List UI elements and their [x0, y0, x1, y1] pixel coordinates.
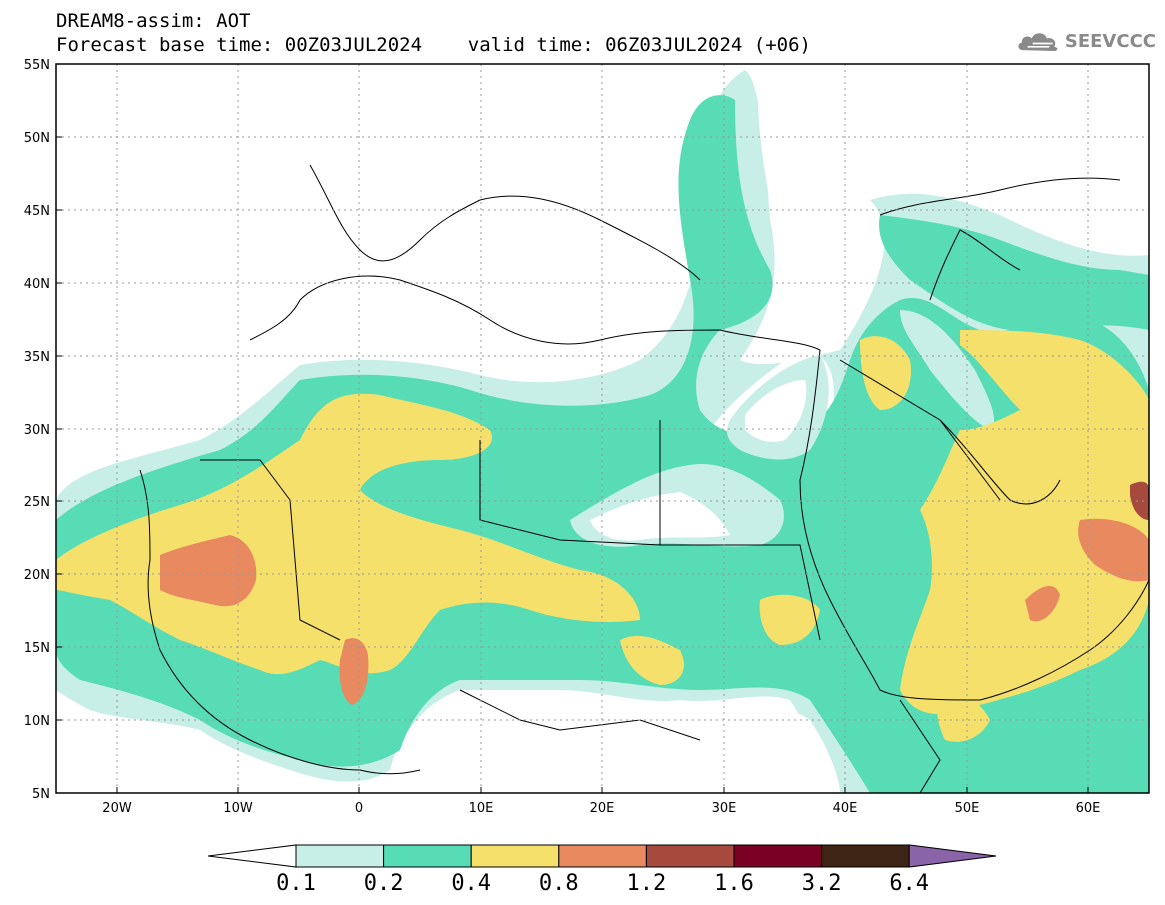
colorbar-label: 1.6 [714, 871, 754, 896]
lon-label: 20W [102, 801, 132, 816]
colorbar-label: 0.4 [451, 871, 491, 896]
colorbar-box [821, 844, 910, 868]
aot-level-0.8 [160, 518, 1149, 705]
lon-label: 50E [955, 801, 980, 816]
colorbar-box [470, 844, 560, 868]
colorbar-label: 0.1 [276, 871, 316, 896]
axis-ticks [56, 63, 1089, 794]
logo-text: SEEVCCC [1064, 30, 1156, 52]
lat-label: 20N [24, 568, 50, 583]
lon-label: 10E [469, 801, 494, 816]
lon-label: 20E [590, 801, 615, 816]
colorbar-box [733, 844, 823, 868]
lat-label: 5N [32, 787, 50, 802]
cloud-icon [1018, 33, 1058, 51]
colorbar-box [645, 844, 735, 868]
lat-labels: 55N 50N 45N 40N 35N 30N 25N 20N 15N 10N … [24, 58, 50, 802]
lon-label: 40E [833, 801, 858, 816]
forecast-time-subtitle: Forecast base time: 00Z03JUL2024 valid t… [56, 34, 811, 56]
colorbar-high-triangle [908, 844, 997, 868]
lon-label: 30E [712, 801, 737, 816]
colorbar-box [558, 844, 647, 868]
lon-labels: 20W 10W 0 10E 20E 30E 40E 50E 60E [102, 801, 1100, 816]
colorbar-box [295, 844, 385, 868]
lat-label: 55N [24, 58, 50, 73]
lat-label: 25N [24, 495, 50, 510]
lat-label: 50N [24, 131, 50, 146]
colorbar-low-triangle [207, 844, 297, 868]
lat-label: 15N [24, 641, 50, 656]
lon-label: 60E [1076, 801, 1101, 816]
lat-label: 40N [24, 277, 50, 292]
coastlines-borders [139, 164, 1149, 793]
seevccc-logo: SEEVCCC [1016, 24, 1156, 58]
lat-label: 45N [24, 204, 50, 219]
lat-label: 35N [24, 350, 50, 365]
colorbar-label: 3.2 [802, 871, 842, 896]
colorbar-box [383, 844, 472, 868]
colorbar-label: 0.2 [364, 871, 404, 896]
graticule [56, 64, 1149, 793]
aot-level-1.2 [1130, 481, 1149, 520]
chart-title: DREAM8-assim: AOT [56, 10, 251, 32]
colorbar-label: 0.8 [539, 871, 579, 896]
lon-label: 10W [223, 801, 253, 816]
lat-label: 30N [24, 423, 50, 438]
colorbar-label: 6.4 [889, 871, 929, 896]
aot-level-0.4 [56, 330, 1149, 742]
aot-contours [56, 64, 1149, 793]
lon-label: 0 [355, 801, 363, 816]
colorbar: 0.1 0.2 0.4 0.8 1.2 1.6 3.2 6.4 [207, 844, 997, 896]
lat-label: 10N [24, 714, 50, 729]
colorbar-label: 1.2 [627, 871, 667, 896]
